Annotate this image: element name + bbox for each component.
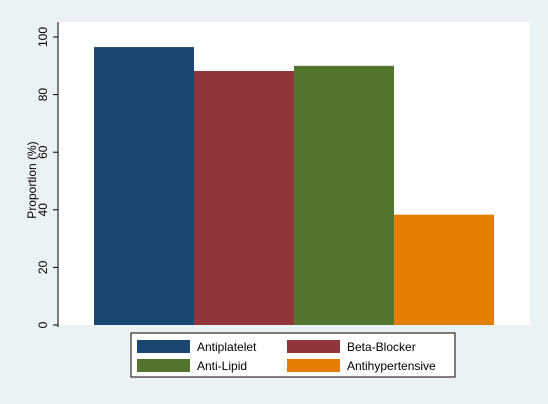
y-tick-label: 80 xyxy=(36,88,50,102)
legend-label-antiplatelet: Antiplatelet xyxy=(197,340,257,354)
y-tick-label: 40 xyxy=(36,203,50,217)
bar-antiplatelet xyxy=(94,47,194,326)
legend-label-anti-lipid: Anti-Lipid xyxy=(197,359,247,373)
bar-beta-blocker xyxy=(194,70,294,325)
y-axis-label: Proportion (%) xyxy=(25,141,39,218)
legend-label-antihypertensive: Antihypertensive xyxy=(347,359,436,373)
y-tick-label: 0 xyxy=(36,321,50,328)
y-tick-label: 20 xyxy=(36,260,50,274)
bar-anti-lipid xyxy=(294,65,394,326)
legend-swatch-antihypertensive xyxy=(287,359,340,372)
legend-label-beta-blocker: Beta-Blocker xyxy=(347,340,416,354)
legend: Antiplatelet Beta-Blocker Anti-Lipid Antihy… xyxy=(130,332,456,378)
y-tick-label: 60 xyxy=(36,145,50,159)
legend-swatch-anti-lipid xyxy=(137,359,190,372)
legend-swatch-beta-blocker xyxy=(287,340,340,353)
y-tick-label: 100 xyxy=(36,27,50,47)
bar-antihypertensive xyxy=(394,214,494,325)
bars-group xyxy=(94,47,494,326)
legend-swatch-antiplatelet xyxy=(137,340,190,353)
y-axis: 0 20 40 60 80 100 xyxy=(36,22,59,328)
